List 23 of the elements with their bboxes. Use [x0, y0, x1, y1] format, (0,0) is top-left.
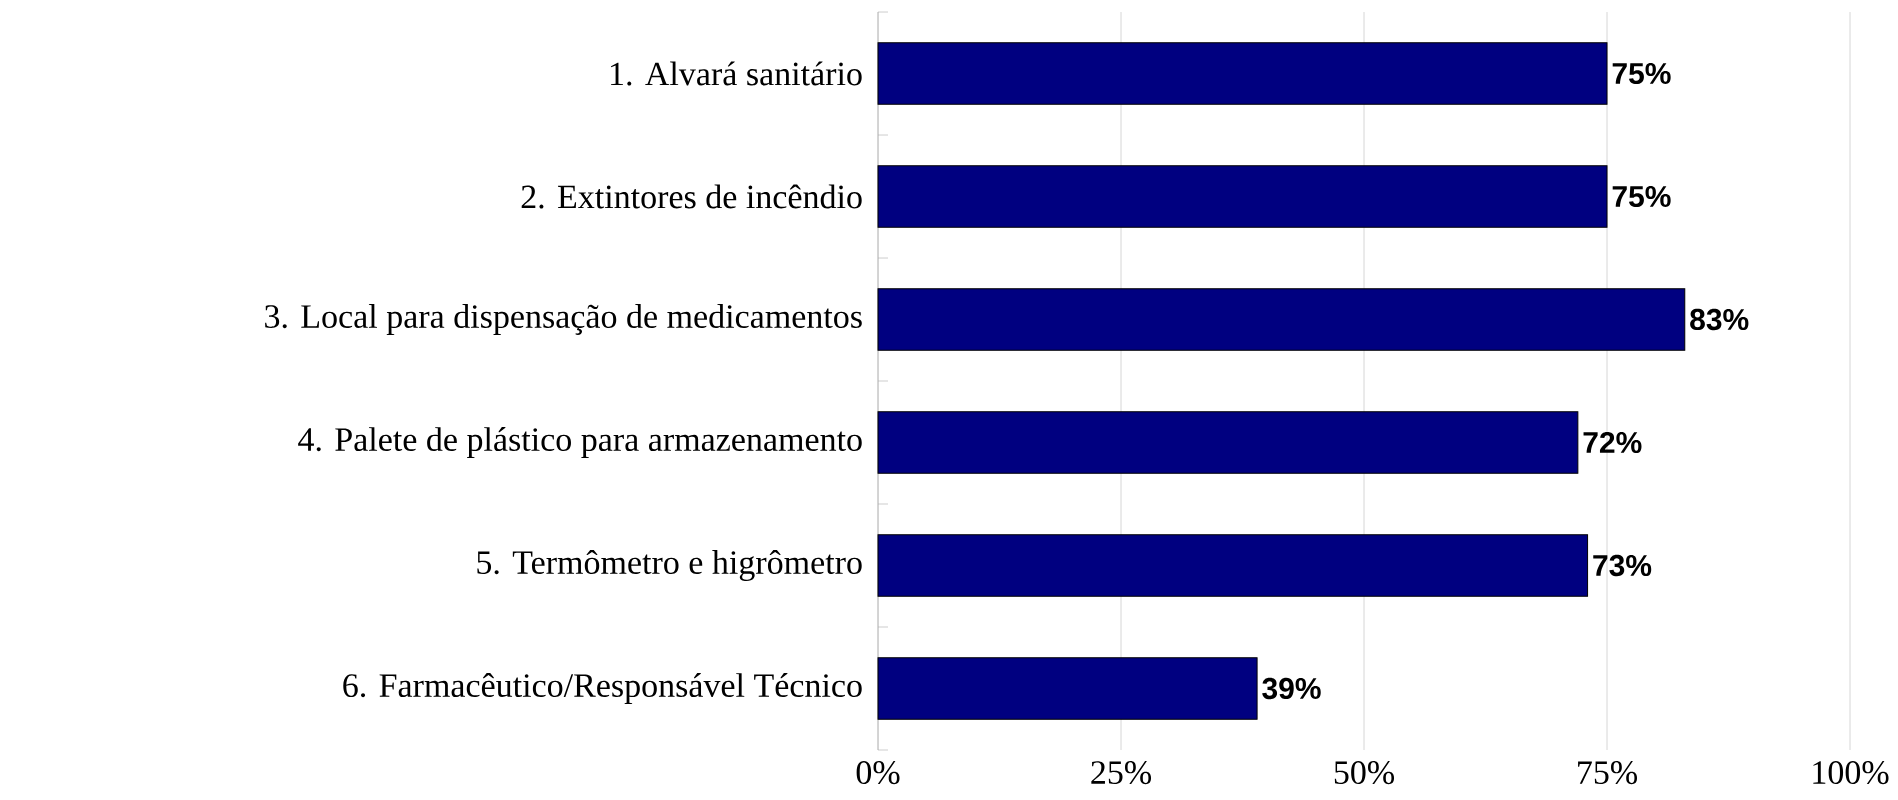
data-label: 39% — [1262, 677, 1321, 700]
bar — [877, 411, 1579, 474]
data-label: 75% — [1612, 62, 1671, 85]
y-tick-label: 3. Local para dispensação de medicamentos — [265, 304, 862, 335]
x-tick-label: 75% — [1578, 761, 1638, 785]
y-tick-label: 2. Extintores de incêndio — [521, 184, 862, 209]
bar — [877, 42, 1608, 105]
y-tick-label: 6. Farmacêutico/Responsável Técnico — [343, 673, 862, 704]
bar — [877, 534, 1589, 597]
data-label: 83% — [1690, 308, 1749, 331]
data-label: 72% — [1583, 431, 1642, 454]
bar — [877, 165, 1608, 228]
y-tick-label: 5. Termômetro e higrômetro — [477, 550, 862, 582]
data-label: 75% — [1612, 185, 1671, 208]
x-tick-label: 25% — [1091, 761, 1152, 785]
data-label: 73% — [1593, 554, 1652, 577]
y-tick-label: 4. Palete de plástico para armazenamento — [298, 427, 862, 458]
y-tick-label: 1. Alvará sanitário — [611, 61, 862, 86]
bar — [877, 657, 1258, 720]
x-tick-label: 100% — [1813, 761, 1889, 785]
x-tick-label: 50% — [1334, 761, 1395, 785]
x-tick-label: 0% — [856, 761, 900, 785]
bar — [877, 288, 1686, 351]
